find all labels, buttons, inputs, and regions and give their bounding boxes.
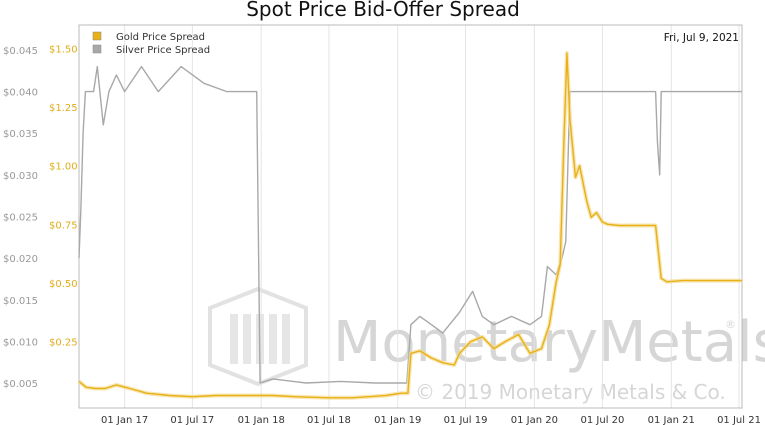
watermark-registered: ® (725, 318, 736, 331)
legend-label: Gold Price Spread (116, 32, 205, 43)
y-left-tick-label: $0.045 (3, 46, 38, 57)
x-tick-label: 01 Jan 18 (238, 415, 285, 425)
x-tick-label: 01 Jan 21 (648, 415, 695, 425)
y-left-tick-label: $0.025 (3, 213, 38, 224)
date-label: Fri, Jul 9, 2021 (664, 32, 739, 44)
x-tick-label: 01 Jan 17 (101, 415, 148, 425)
x-tick-label: 01 Jul 19 (444, 415, 488, 425)
legend-swatch (92, 31, 102, 41)
watermark-logo-icon (208, 286, 308, 387)
watermark-copyright: © 2019 Monetary Metals & Co. (415, 380, 726, 404)
y-left-tick-label: $0.015 (3, 296, 38, 307)
y-left-tick-label: $0.010 (3, 337, 38, 348)
watermark: MonetaryMetals ® © 2019 Monetary Metals … (208, 286, 765, 404)
gold-spread-line (78, 52, 742, 399)
legend-swatch (92, 44, 102, 54)
x-tick-label: 01 Jan 19 (374, 415, 421, 425)
y-gold-tick-label: $0.75 (49, 220, 78, 231)
y-left-tick-label: $0.030 (3, 171, 38, 182)
x-tick-label: 01 Jul 18 (307, 415, 351, 425)
y-left-tick-label: $0.035 (3, 129, 38, 140)
silver-spread-line (78, 65, 742, 384)
plot-border (78, 24, 743, 409)
x-tick-label: 01 Jan 20 (511, 415, 558, 425)
y-gold-tick-label: $0.25 (49, 338, 78, 349)
y-gold-tick-label: $1.00 (49, 162, 78, 173)
y-gold-tick-label: $0.50 (49, 279, 78, 290)
legend: Gold Price Spread Silver Price Spread (92, 31, 210, 56)
y-left-tick-label: $0.005 (3, 379, 38, 390)
legend-label: Silver Price Spread (116, 45, 210, 56)
x-tick-label: 01 Jul 21 (717, 415, 761, 425)
y-left-tick-label: $0.020 (3, 254, 38, 265)
x-tick-label: 01 Jul 20 (581, 415, 625, 425)
y-gold-tick-label: $1.25 (49, 103, 78, 114)
y-left-tick-label: $0.040 (3, 88, 38, 99)
axes: 01 Jan 17 01 Jul 17 01 Jan 18 01 Jul 18 01 J… (3, 24, 761, 425)
chart-title: Spot Price Bid-Offer Spread (246, 0, 520, 21)
series-layer (77, 51, 742, 400)
y-gold-tick-label: $1.50 (49, 44, 78, 55)
x-tick-label: 01 Jul 17 (170, 415, 214, 425)
